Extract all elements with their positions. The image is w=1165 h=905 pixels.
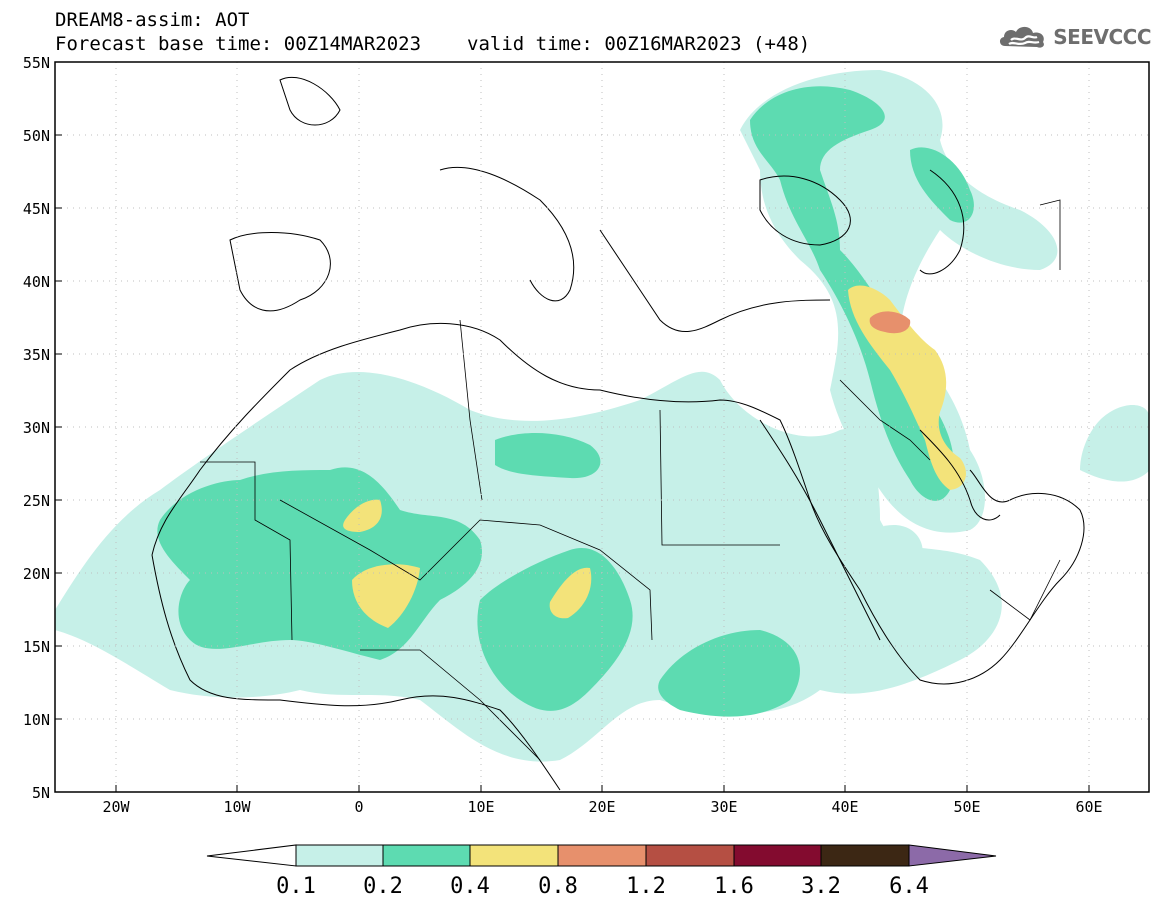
colorbar-low-arrow [206,844,297,867]
logo-text: SEEVCCC [1053,25,1151,49]
lon-label: 10E [467,798,494,816]
aot-band-0.4 [343,285,966,628]
lat-labels: 55N 50N 45N 40N 35N 30N 25N 20N 15N 10N … [23,54,50,802]
lat-label: 45N [23,200,50,218]
colorbar-label: 1.6 [714,874,754,899]
valid-time: valid time: 00Z16MAR2023 (+48) [467,33,811,55]
colorbar-label: 0.4 [450,874,490,899]
lon-label: 50E [953,798,980,816]
aot-field [55,70,1149,762]
borders [200,199,1061,761]
colorbar-swatch [382,844,471,867]
colorbar-swatch [733,844,822,867]
colorbar-swatch [469,844,559,867]
colorbar-swatch [295,844,384,867]
lon-label: 60E [1075,798,1102,816]
lon-label: 30E [710,798,737,816]
lon-label: 20E [588,798,615,816]
lat-label: 15N [23,638,50,656]
colorbar-labels: 0.1 0.2 0.4 0.8 1.2 1.6 3.2 6.4 [276,874,929,899]
colorbar-high-arrow [908,844,997,867]
colorbar-swatch [645,844,735,867]
base-time: Forecast base time: 00Z14MAR2023 [55,33,422,55]
axis-ticks [55,61,1090,792]
lat-label: 10N [23,711,50,729]
lon-label: 0 [354,798,363,816]
map-subtitle: Forecast base time: 00Z14MAR2023 valid ti… [55,33,810,55]
colorbar-label: 3.2 [801,874,841,899]
lon-labels: 20W 10W 0 10E 20E 30E 40E 50E 60E [102,798,1102,816]
lon-label: 20W [102,798,130,816]
seevccc-logo: SEEVCCC [997,22,1151,52]
lat-label: 25N [23,492,50,510]
colorbar-label: 0.8 [538,874,578,899]
lat-label: 20N [23,565,50,583]
colorbar-label: 0.1 [276,874,316,899]
lat-label: 35N [23,346,50,364]
cloud-icon [1000,26,1045,48]
colorbar-label: 0.2 [363,874,403,899]
colorbar-label: 6.4 [889,874,929,899]
lon-label: 40E [831,798,858,816]
gridlines [55,62,1149,792]
map-title: DREAM8-assim: AOT [55,9,250,31]
lat-label: 5N [32,784,50,802]
lat-label: 40N [23,273,50,291]
colorbar-label: 1.2 [626,874,666,899]
lon-label: 10W [223,798,251,816]
colorbar-swatch [557,844,647,867]
colorbar-swatch [820,844,910,867]
lat-label: 30N [23,419,50,437]
lat-label: 50N [23,127,50,145]
lat-label: 55N [23,54,50,72]
aot-band-0.8 [869,311,911,334]
colorbar [206,844,997,867]
